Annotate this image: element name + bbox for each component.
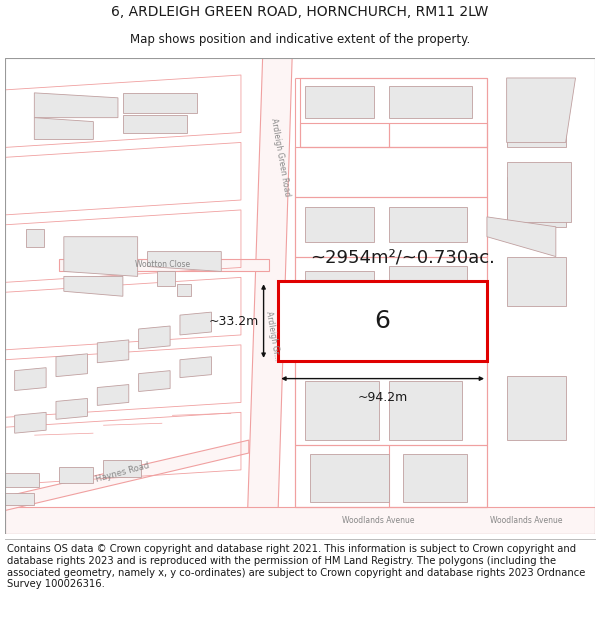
- Polygon shape: [180, 312, 211, 335]
- Text: Woodlands Avenue: Woodlands Avenue: [343, 516, 415, 525]
- Polygon shape: [5, 507, 595, 534]
- Bar: [305, 207, 374, 242]
- Text: Map shows position and indicative extent of the property.: Map shows position and indicative extent…: [130, 33, 470, 46]
- Text: Ardleigh Gr...: Ardleigh Gr...: [263, 311, 281, 361]
- Polygon shape: [64, 276, 123, 296]
- Text: Woodlands Avenue: Woodlands Avenue: [490, 516, 563, 525]
- Polygon shape: [123, 93, 197, 112]
- Bar: [389, 381, 463, 440]
- Text: Wootton Close: Wootton Close: [134, 260, 190, 269]
- Bar: [278, 281, 487, 361]
- Bar: [506, 177, 566, 227]
- Bar: [506, 256, 566, 306]
- Polygon shape: [139, 371, 170, 391]
- Bar: [310, 454, 389, 502]
- Polygon shape: [506, 78, 575, 142]
- Text: 6: 6: [374, 309, 391, 333]
- Polygon shape: [97, 384, 129, 406]
- Text: Ardleigh Green Road: Ardleigh Green Road: [269, 118, 292, 197]
- Polygon shape: [97, 340, 129, 362]
- Bar: [305, 381, 379, 440]
- Text: ~33.2m: ~33.2m: [208, 314, 259, 328]
- Polygon shape: [139, 326, 170, 349]
- Text: ~2954m²/~0.730ac.: ~2954m²/~0.730ac.: [310, 249, 495, 266]
- Polygon shape: [34, 93, 118, 118]
- Polygon shape: [59, 467, 94, 482]
- Bar: [506, 93, 566, 148]
- Polygon shape: [14, 368, 46, 391]
- Polygon shape: [247, 58, 292, 534]
- Polygon shape: [56, 399, 88, 419]
- Bar: [506, 376, 566, 440]
- Bar: [26, 229, 44, 247]
- Text: ~94.2m: ~94.2m: [358, 391, 408, 404]
- Bar: [403, 454, 467, 502]
- Polygon shape: [5, 492, 34, 504]
- Bar: [389, 86, 472, 118]
- Bar: [305, 86, 374, 118]
- Polygon shape: [56, 354, 88, 377]
- Polygon shape: [148, 252, 221, 271]
- Polygon shape: [180, 357, 211, 377]
- Polygon shape: [59, 259, 269, 271]
- Text: 6, ARDLEIGH GREEN ROAD, HORNCHURCH, RM11 2LW: 6, ARDLEIGH GREEN ROAD, HORNCHURCH, RM11…: [112, 4, 488, 19]
- Polygon shape: [103, 460, 140, 477]
- Polygon shape: [487, 217, 556, 256]
- Polygon shape: [506, 162, 571, 222]
- Polygon shape: [5, 473, 39, 487]
- Bar: [177, 284, 191, 296]
- Polygon shape: [123, 114, 187, 132]
- Bar: [389, 266, 467, 316]
- Bar: [305, 271, 374, 316]
- Polygon shape: [64, 237, 137, 276]
- Bar: [389, 207, 467, 242]
- Polygon shape: [14, 412, 46, 433]
- Polygon shape: [5, 440, 249, 511]
- Text: Haynes Road: Haynes Road: [95, 461, 151, 484]
- Bar: [157, 271, 175, 286]
- Polygon shape: [34, 118, 94, 139]
- Text: Contains OS data © Crown copyright and database right 2021. This information is : Contains OS data © Crown copyright and d…: [7, 544, 586, 589]
